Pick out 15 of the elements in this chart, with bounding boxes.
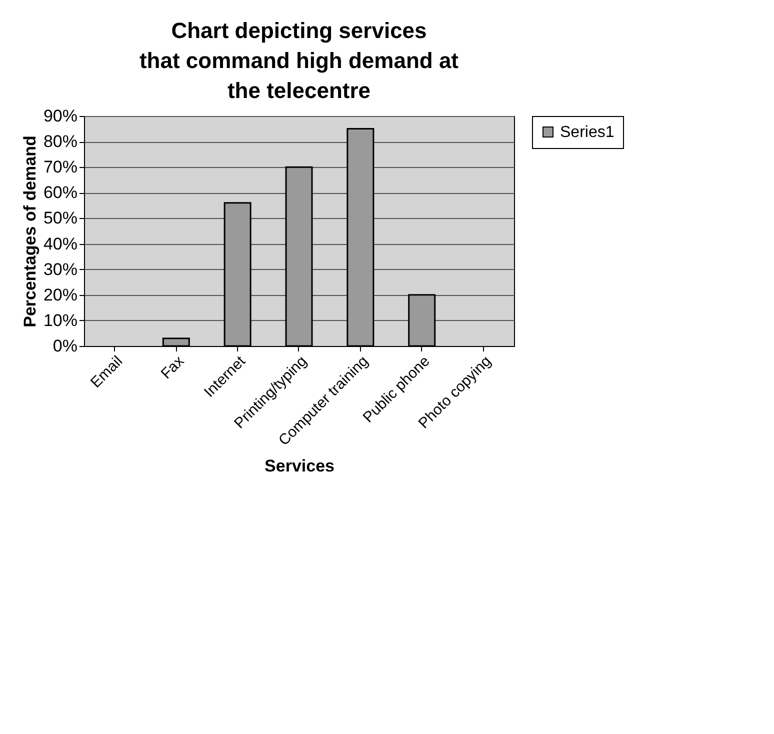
y-tick-label: 50% [43, 208, 78, 228]
y-tick-label: 90% [43, 106, 78, 126]
y-tick-label: 0% [52, 336, 78, 356]
y-axis-title: Percentages of demand [20, 136, 40, 328]
y-tick-label: 20% [43, 285, 78, 304]
x-axis-title: Services [264, 456, 334, 476]
y-tick-label: 80% [43, 132, 78, 152]
y-tick-label: 30% [43, 260, 78, 279]
x-tick-label: Fax [158, 352, 188, 382]
y-tick-label: 40% [43, 234, 78, 254]
legend-label: Series1 [560, 124, 614, 141]
y-tick-label: 70% [43, 158, 78, 177]
y-tick-label: 10% [43, 310, 78, 330]
chart-title: Chart depicting services that command high demand at the telecentre [139, 18, 460, 103]
y-tick-label: 60% [43, 183, 78, 202]
